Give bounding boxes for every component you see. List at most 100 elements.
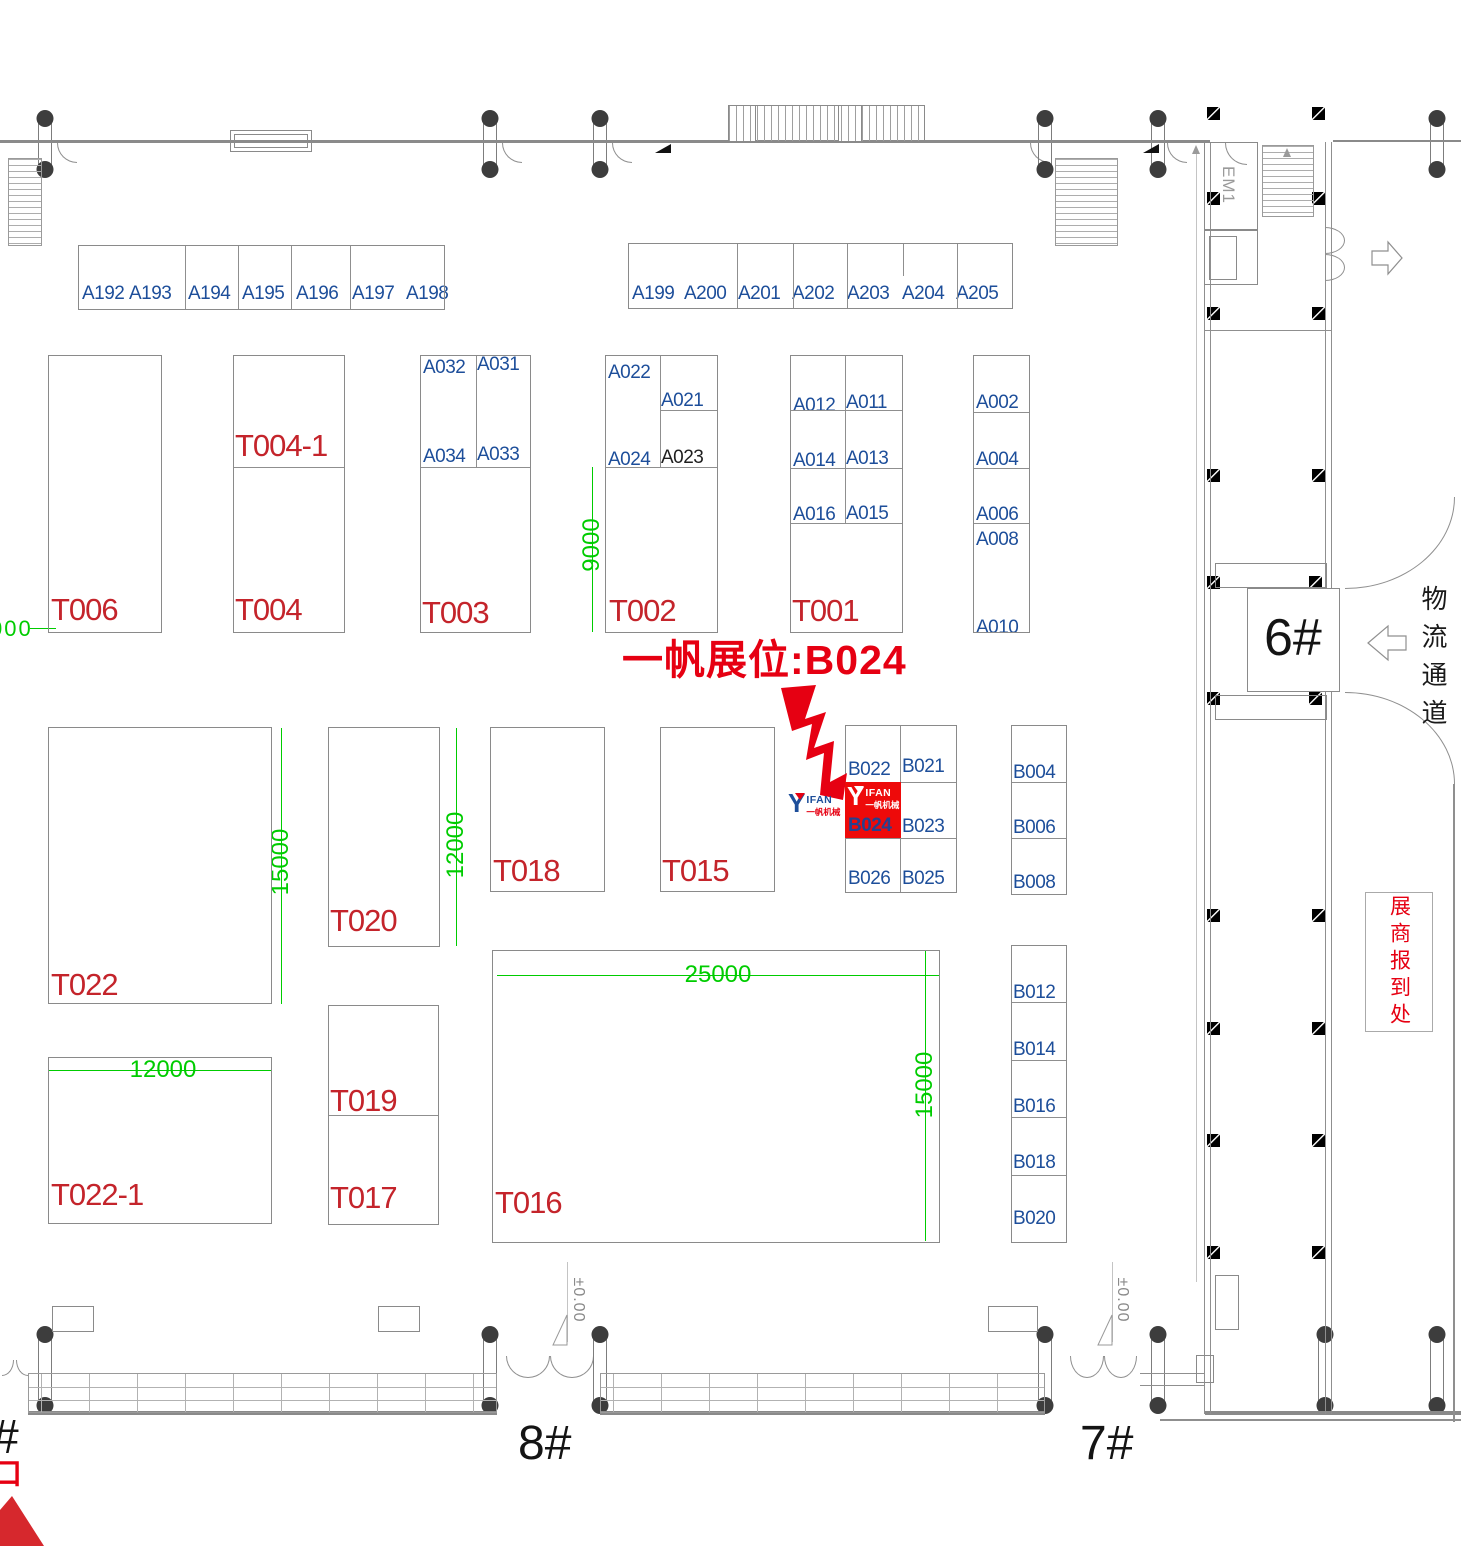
booth-label-A204: A204 — [902, 283, 945, 304]
floor-box — [1262, 145, 1314, 217]
floor-box — [973, 355, 1030, 633]
column-square — [1207, 1246, 1220, 1259]
wall-line — [238, 245, 239, 310]
column-square — [1309, 576, 1322, 589]
booth-b024-highlight: Y IFAN 一帆机械 B024 — [845, 782, 901, 838]
wall-line — [845, 782, 957, 783]
wall-line — [1140, 1385, 1204, 1386]
column-square — [1312, 107, 1325, 120]
dimension-line — [925, 951, 926, 1241]
level-marker-gate7: ±0.00 — [1114, 1277, 1131, 1323]
booth-label-A014: A014 — [793, 450, 836, 471]
booth-label-B018: B018 — [1013, 1152, 1056, 1173]
wall-line — [328, 1115, 439, 1116]
booth-label-A004: A004 — [976, 449, 1019, 470]
gate-label-7: 7# — [1080, 1417, 1134, 1470]
yifan-logo-cn: 一帆机械 — [806, 806, 841, 817]
door-swing-arc — [506, 1356, 528, 1378]
floor-box — [230, 130, 312, 152]
floor-box — [1215, 563, 1327, 588]
floor-box — [1055, 158, 1118, 246]
dimension-line — [592, 467, 593, 632]
booth-label-A032: A032 — [423, 357, 466, 378]
door-swing-arc — [1345, 497, 1455, 589]
floor-box — [1209, 236, 1237, 280]
door-swing-arc — [1167, 143, 1187, 163]
column-pilaster — [483, 118, 497, 170]
area-label-T004: T004 — [235, 592, 303, 627]
stair-arrow-icon — [1283, 148, 1291, 157]
dim-label-partial: 000 — [0, 616, 33, 641]
booth-label-A034: A034 — [423, 446, 466, 467]
booth-label-A022: A022 — [608, 362, 651, 383]
area-label-T015: T015 — [662, 853, 730, 888]
exit-direction-arrow-icon — [1371, 240, 1403, 276]
column-square — [1312, 1134, 1325, 1147]
leader-arrow-icon — [1192, 145, 1200, 154]
booth-label-A193: A193 — [129, 283, 172, 304]
floor-box — [52, 1306, 94, 1332]
booth-label-A006: A006 — [976, 504, 1019, 525]
booth-label-B023: B023 — [902, 816, 945, 837]
booth-label-B020: B020 — [1013, 1208, 1056, 1229]
booth-label-A203: A203 — [847, 283, 890, 304]
gate-label-8: 8# — [518, 1417, 572, 1470]
area-label-T001: T001 — [792, 593, 860, 628]
gate6-direction-arrow-icon — [1367, 624, 1407, 662]
yifan-logo-icon: Y IFAN 一帆机械 — [847, 783, 899, 809]
wall-line — [737, 243, 738, 309]
wall-line — [1160, 1419, 1461, 1421]
column-square — [1312, 192, 1325, 205]
floor-box — [1247, 588, 1340, 692]
exhibitor-checkin-label: 展商报到处 — [1387, 894, 1411, 1030]
door-swing-arc — [502, 143, 522, 163]
door-swing-arc — [572, 1356, 594, 1378]
door-swing-arc — [612, 143, 632, 163]
booth-label-A031: A031 — [477, 354, 520, 375]
column-square — [1207, 1134, 1220, 1147]
wall-line — [1325, 142, 1326, 588]
column-square — [1312, 1246, 1325, 1259]
floor-box — [234, 134, 308, 148]
yifan-logo-triangle-icon — [795, 793, 805, 800]
exhibitor-checkin-box: 展商报到处 — [1365, 892, 1433, 1032]
floor-box — [628, 243, 1013, 309]
wall-line — [660, 355, 661, 467]
wall-line — [903, 243, 904, 276]
wall-line — [845, 838, 957, 839]
booth-label-B022: B022 — [848, 759, 891, 780]
booth-label-B026: B026 — [848, 868, 891, 889]
door-leaf-icon — [1143, 144, 1159, 153]
floor-box — [605, 355, 718, 633]
highlight-callout-text: 一帆展位:B024 — [622, 637, 907, 683]
wall-line — [605, 467, 718, 468]
wall-line — [660, 410, 718, 411]
booth-label-A011: A011 — [846, 392, 887, 413]
area-label-T017: T017 — [330, 1180, 398, 1215]
booth-label-A196: A196 — [296, 283, 339, 304]
booth-label-B008: B008 — [1013, 872, 1056, 893]
wall-line — [233, 467, 345, 468]
booth-label-A002: A002 — [976, 392, 1019, 413]
booth-label-A008: A008 — [976, 529, 1019, 550]
column-square — [1312, 469, 1325, 482]
booth-label-A021: A021 — [661, 390, 704, 411]
wall-line — [1011, 1060, 1067, 1061]
column-square — [1207, 909, 1220, 922]
booth-label-B004: B004 — [1013, 762, 1056, 783]
booth-label-A194: A194 — [188, 283, 231, 304]
booth-label-B006: B006 — [1013, 817, 1056, 838]
wall-line — [790, 468, 903, 469]
logistics-channel-label: 物流通道 — [1418, 585, 1448, 737]
booth-label-B024: B024 — [848, 815, 892, 836]
dimension-line — [48, 1070, 272, 1071]
wall-line — [185, 245, 186, 310]
level-flag-icon — [1097, 1314, 1113, 1346]
column-square — [1312, 307, 1325, 320]
dimension-line — [497, 975, 940, 976]
area-label-T004-1: T004-1 — [235, 428, 328, 463]
wall-line — [1204, 142, 1205, 1414]
floor-box — [790, 355, 903, 633]
floor-box — [1204, 230, 1258, 285]
